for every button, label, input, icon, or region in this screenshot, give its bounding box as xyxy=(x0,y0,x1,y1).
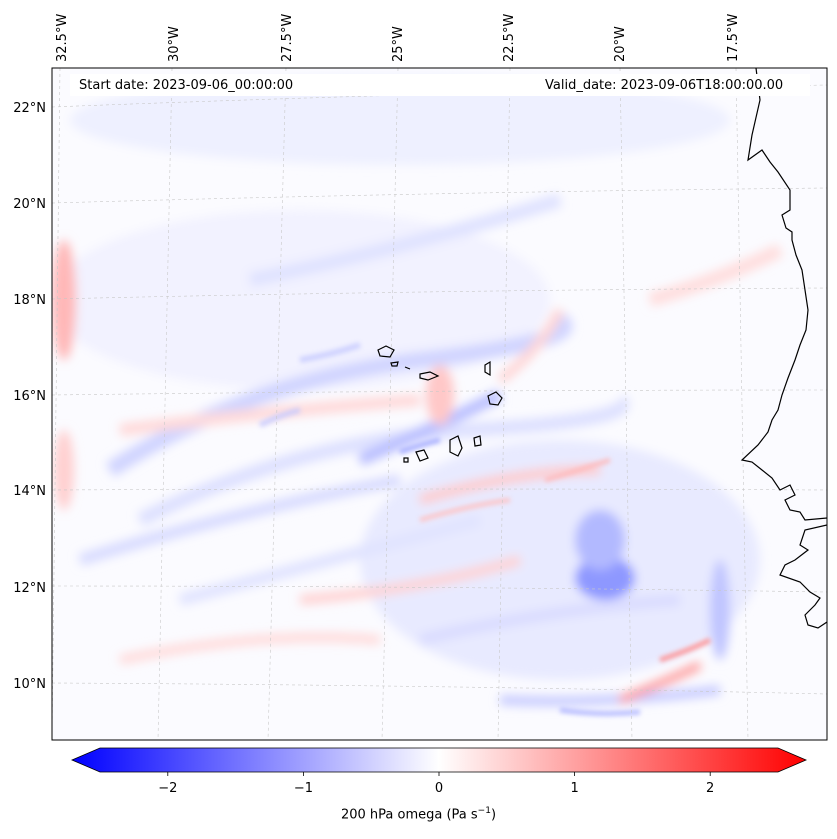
lon-label: 20°W xyxy=(613,26,628,62)
valid-date-label: Valid_date: 2023-09-06T18:00:00.00 xyxy=(545,78,784,93)
colorbar-tick-label: 2 xyxy=(706,781,714,796)
omega-field-detail xyxy=(258,342,712,717)
colorbar-label-exponent: −1 xyxy=(477,806,491,816)
lat-label: 12°N xyxy=(13,581,46,596)
colorbar-tick-label: 1 xyxy=(570,781,578,796)
lat-label: 14°N xyxy=(13,484,46,499)
lon-label: 27.5°W xyxy=(280,14,295,62)
colorbar-body xyxy=(70,747,808,773)
info-banner-background xyxy=(70,74,810,96)
lat-label: 20°N xyxy=(13,197,46,212)
lat-label: 22°N xyxy=(13,101,46,116)
colorbar-label-text: 200 hPa omega (Pa s xyxy=(340,807,478,823)
lon-label: 25°W xyxy=(391,26,406,62)
longitude-labels: 32.5°W 30°W 27.5°W 25°W 22.5°W 20°W 17.5… xyxy=(55,14,741,62)
colorbar: −2 −1 0 1 2 xyxy=(70,747,808,796)
lat-label: 10°N xyxy=(13,677,46,692)
cape-verde-islands xyxy=(377,345,503,463)
lon-label: 17.5°W xyxy=(726,14,741,62)
graticule xyxy=(52,68,827,740)
omega-field xyxy=(52,75,784,707)
lat-label: 18°N xyxy=(13,293,46,308)
coastline-africa xyxy=(740,68,827,629)
start-date-label: Start date: 2023-09-06_00:00:00 xyxy=(79,78,294,93)
colorbar-label: 200 hPa omega (Pa s−1) xyxy=(0,806,837,822)
map-panel xyxy=(52,68,827,740)
colorbar-tick-label: 0 xyxy=(435,781,443,796)
latitude-labels: 22°N 20°N 18°N 16°N 14°N 12°N 10°N xyxy=(13,101,46,692)
lon-label: 32.5°W xyxy=(55,14,70,62)
colorbar-label-close: ) xyxy=(490,807,497,823)
lon-label: 30°W xyxy=(167,26,182,62)
colorbar-tick-label: −1 xyxy=(294,781,313,796)
lat-label: 16°N xyxy=(13,389,46,404)
colorbar-ticks: −2 −1 0 1 2 xyxy=(158,772,714,796)
lon-label: 22.5°W xyxy=(502,14,517,62)
map-frame xyxy=(51,67,828,741)
colorbar-tick-label: −2 xyxy=(158,781,177,796)
